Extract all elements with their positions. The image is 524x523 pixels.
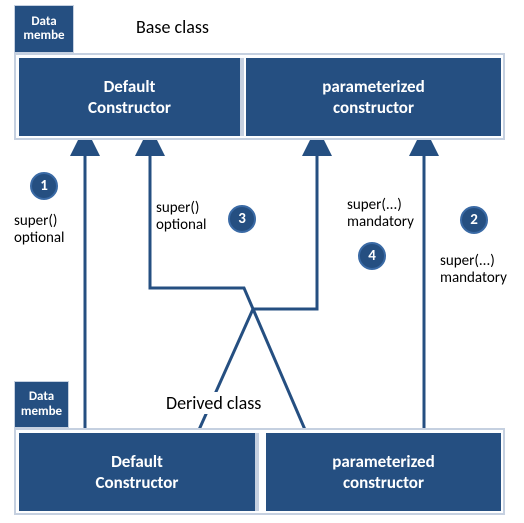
base-data-member-text: Data membe xyxy=(19,15,69,44)
circle-4-label: 4 xyxy=(368,247,376,265)
derived-default-constructor: Default Constructor xyxy=(19,433,255,511)
derived-parameterized-constructor: parameterized constructor xyxy=(266,433,501,511)
base-divider xyxy=(240,58,244,136)
derived-default-constructor-text: Default Constructor xyxy=(96,451,179,494)
base-default-constructor-text: Default Constructor xyxy=(88,76,171,119)
derived-data-member-tag: Data membe xyxy=(14,381,69,428)
circle-4: 4 xyxy=(358,242,386,270)
derived-divider xyxy=(255,433,259,511)
base-default-constructor: Default Constructor xyxy=(19,58,240,136)
label-1-super-optional: super() optional xyxy=(14,213,65,248)
label-2-super-mandatory: super(...) mandatory xyxy=(440,253,507,288)
label-3-super-optional: super() optional xyxy=(156,200,207,235)
arrow-a4 xyxy=(198,141,317,432)
circle-3: 3 xyxy=(228,205,256,233)
circle-1: 1 xyxy=(30,172,58,200)
derived-data-member-text: Data membe xyxy=(19,390,64,419)
circle-2-label: 2 xyxy=(470,211,478,229)
derived-parameterized-constructor-text: parameterized constructor xyxy=(332,451,434,494)
base-data-member-tag: Data membe xyxy=(14,5,74,53)
base-parameterized-constructor-text: parameterized constructor xyxy=(322,76,424,119)
base-parameterized-constructor: parameterized constructor xyxy=(246,58,501,136)
circle-1-label: 1 xyxy=(40,177,48,195)
label-4-super-mandatory: super(...) mandatory xyxy=(347,197,414,232)
circle-3-label: 3 xyxy=(238,210,246,228)
arrow-a3 xyxy=(150,141,306,432)
circle-2: 2 xyxy=(460,206,488,234)
derived-class-title: Derived class xyxy=(166,392,261,414)
base-class-title: Base class xyxy=(136,16,209,38)
